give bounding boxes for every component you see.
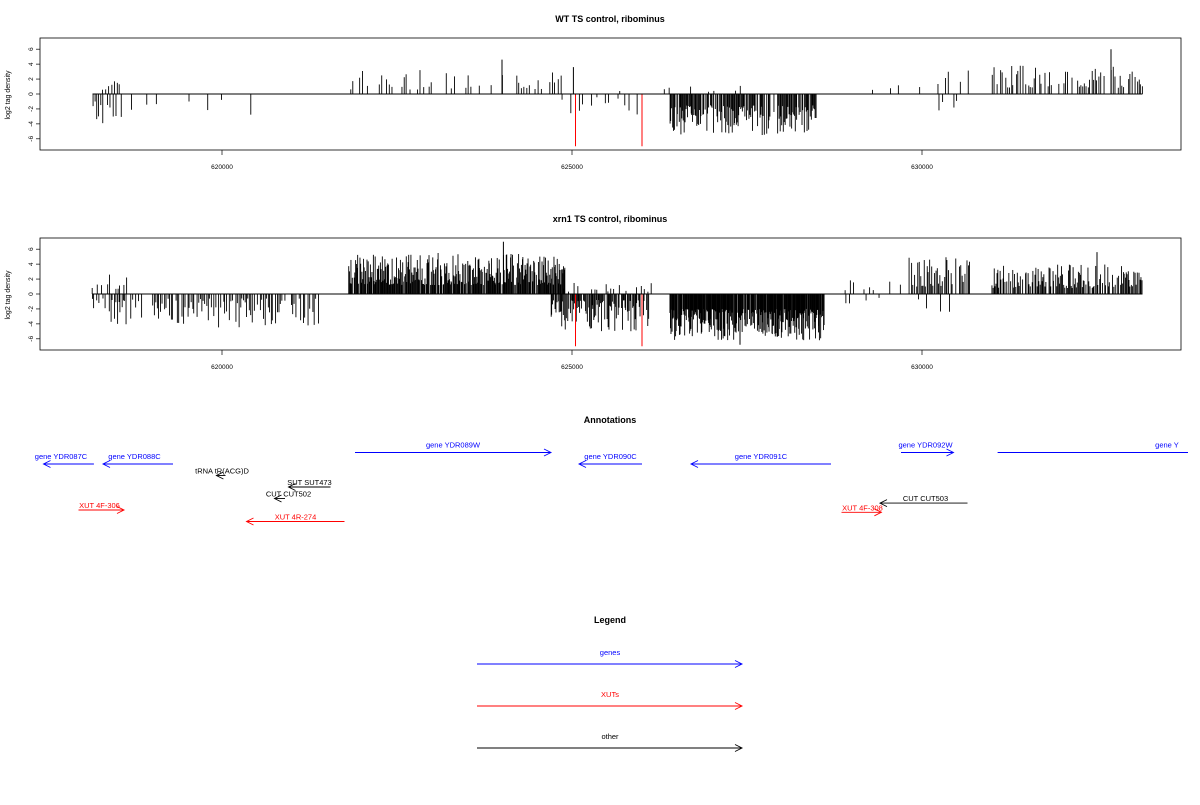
feature-arrow-head bbox=[946, 448, 955, 457]
annotations-title: Annotations bbox=[584, 415, 637, 425]
feature-arrow-head bbox=[874, 508, 883, 517]
wt-panel: WT TS control, ribominus log2 tag densit… bbox=[5, 14, 1182, 171]
feature-label: SUT SUT473 bbox=[287, 478, 331, 487]
x-tick-label: 630000 bbox=[911, 364, 933, 371]
legend-arrow-head bbox=[734, 702, 744, 710]
y-tick-label: 2 bbox=[28, 77, 35, 81]
feature-arrow-head bbox=[245, 517, 254, 526]
feature-label: XUT 4F-306 bbox=[79, 501, 120, 510]
feature-label: CUT CUT503 bbox=[903, 494, 948, 503]
annotation-features: gene YDR087C gene YDR088C gene YDR089W gene… bbox=[35, 441, 1188, 526]
feature-label: gene YDR090C bbox=[584, 452, 637, 461]
feature-label: gene YDR088C bbox=[108, 452, 161, 461]
legend-label: XUTs bbox=[601, 690, 619, 699]
annotations-track: Annotations gene YDR087C gene YDR088Cgene… bbox=[35, 415, 1188, 526]
feature-arrow-head bbox=[273, 494, 282, 503]
xrn1-bars bbox=[91, 241, 1143, 347]
y-tick-label: 6 bbox=[28, 247, 35, 251]
x-tick-label: 620000 bbox=[211, 364, 233, 371]
y-tick-label: -6 bbox=[28, 136, 35, 142]
legend-items: genes XUTs other bbox=[477, 648, 744, 752]
y-tick-label: -2 bbox=[28, 306, 35, 312]
y-tick-label: 0 bbox=[28, 92, 35, 96]
xrn1-panel-title: xrn1 TS control, ribominus bbox=[553, 214, 668, 224]
y-tick-label: -6 bbox=[28, 336, 35, 342]
feature-label: gene YDR089W bbox=[426, 441, 481, 450]
feature-arrow-head bbox=[878, 499, 888, 508]
xrn1-y-axis-label: log2 tag density bbox=[5, 270, 12, 320]
feature-arrow-head bbox=[101, 460, 111, 468]
y-tick-label: -4 bbox=[28, 321, 35, 327]
wt-panel-title: WT TS control, ribominus bbox=[555, 14, 665, 24]
feature-arrow-head bbox=[42, 460, 51, 468]
legend-label: genes bbox=[600, 648, 621, 657]
legend-arrow-head bbox=[734, 744, 744, 752]
wt-axes: -6 -4 -2 0 2 4 6 620000 625000 630000 bbox=[28, 47, 1143, 171]
feature-arrow-head bbox=[215, 471, 224, 480]
x-tick-label: 625000 bbox=[561, 364, 583, 371]
x-tick-label: 630000 bbox=[911, 164, 933, 171]
x-tick-label: 620000 bbox=[211, 164, 233, 171]
legend: Legend genes XUTs other bbox=[477, 615, 744, 752]
feature-label: gene YDR087C bbox=[35, 452, 88, 461]
legend-title: Legend bbox=[594, 615, 626, 625]
y-tick-label: 4 bbox=[28, 62, 35, 66]
feature-arrow-head bbox=[287, 483, 296, 491]
legend-arrow-head bbox=[734, 660, 744, 668]
feature-label: CUT CUT502 bbox=[266, 490, 311, 499]
y-tick-label: -2 bbox=[28, 106, 35, 112]
legend-label: other bbox=[601, 732, 619, 741]
feature-label: gene YDR092W bbox=[898, 441, 953, 450]
feature-label: gene Y bbox=[1155, 441, 1179, 450]
xrn1-panel: xrn1 TS control, ribominus log2 tag dens… bbox=[5, 214, 1182, 371]
y-tick-label: 6 bbox=[28, 47, 35, 51]
wt-y-axis-label: log2 tag density bbox=[5, 70, 12, 120]
feature-arrow-head bbox=[543, 448, 553, 457]
feature-arrow-head bbox=[116, 506, 126, 514]
y-tick-label: -4 bbox=[28, 121, 35, 127]
feature-arrow-head bbox=[577, 460, 587, 468]
feature-label: tRNA tR(ACG)D bbox=[195, 467, 249, 476]
wt-bars bbox=[92, 49, 1143, 147]
y-tick-label: 2 bbox=[28, 277, 35, 281]
y-tick-label: 0 bbox=[28, 292, 35, 296]
feature-label: XUT 4F-308 bbox=[842, 503, 883, 512]
y-tick-label: 4 bbox=[28, 262, 35, 266]
feature-arrow-head bbox=[689, 460, 699, 468]
xrn1-axes: -6 -4 -2 0 2 4 6 620000 625000 630000 bbox=[28, 247, 1143, 371]
x-tick-label: 625000 bbox=[561, 164, 583, 171]
feature-label: gene YDR091C bbox=[735, 452, 788, 461]
feature-label: XUT 4R-274 bbox=[275, 513, 317, 522]
